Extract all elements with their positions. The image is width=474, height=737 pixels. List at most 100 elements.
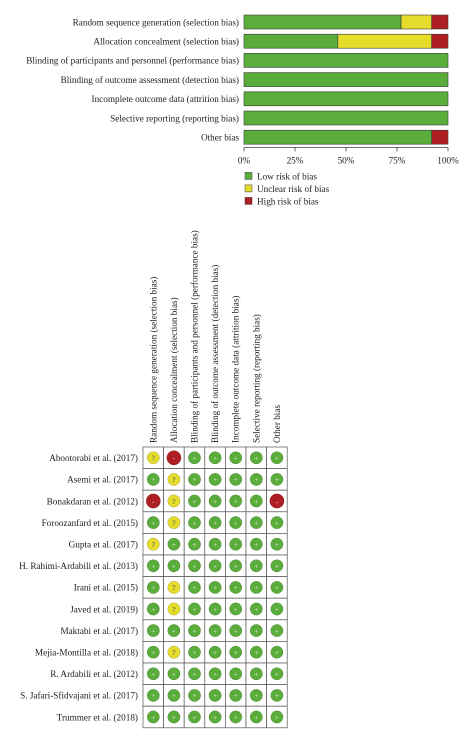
rating-circle (269, 493, 285, 509)
study-label: Irani et al. (2015) (74, 583, 138, 593)
rating-symbol: ? (152, 540, 156, 549)
rating-symbol: + (275, 713, 279, 722)
rating-symbol: + (254, 626, 258, 635)
rating-symbol: + (192, 605, 196, 614)
rating-symbol: + (151, 605, 155, 614)
rating-symbol: + (213, 540, 217, 549)
study-label: Mejia-Montilla et al. (2018) (35, 648, 138, 658)
rating-symbol: + (234, 540, 238, 549)
domain-label: Blinding of outcome assessment (detectio… (61, 75, 239, 85)
rating-symbol: + (275, 540, 279, 549)
rating-circle (188, 710, 201, 724)
rating-symbol: + (192, 713, 196, 722)
rating-circle (146, 516, 160, 530)
rating-circle (146, 688, 160, 702)
rating-circle (229, 624, 243, 638)
rating-circle (229, 580, 243, 594)
study-label: Maktabi et al. (2017) (60, 626, 138, 636)
bar-segment (400, 14, 432, 30)
bar-segment (431, 14, 449, 30)
rating-circle (188, 667, 201, 681)
x-tick-label: 75% (389, 155, 406, 165)
column-header: Selective reporting (reporting bias) (251, 314, 261, 443)
rating-symbol: + (275, 475, 279, 484)
rating-circle (270, 472, 284, 486)
rating-symbol: + (151, 475, 155, 484)
rating-circle (249, 688, 263, 702)
rating-circle (229, 537, 243, 551)
rating-circle (188, 645, 201, 659)
domain-label: Incomplete outcome data (attrition bias) (92, 94, 239, 104)
rating-symbol: ? (172, 497, 176, 506)
rating-symbol: ? (172, 583, 176, 592)
rating-circle (146, 602, 160, 616)
rating-symbol: ? (172, 648, 176, 657)
rating-circle (167, 494, 181, 508)
rating-circle (146, 472, 160, 486)
rating-symbol: - (173, 454, 176, 463)
rating-symbol: + (275, 648, 279, 657)
x-tick-label: 0% (238, 155, 251, 165)
rating-symbol: + (172, 691, 176, 700)
rating-circle (270, 688, 284, 702)
x-axis: 0% 25% 50% 75% 100% (238, 146, 459, 165)
x-tick-label: 100% (437, 155, 459, 165)
rating-symbol: + (275, 562, 279, 571)
bar-segment (243, 129, 432, 145)
legend: Low risk of bias Unclear risk of bias High… (244, 171, 330, 206)
legend-label: High risk of bias (257, 196, 319, 206)
rating-symbol: + (172, 626, 176, 635)
rating-symbol: + (234, 691, 238, 700)
rating-circle (249, 710, 263, 724)
rating-circle (188, 451, 201, 465)
rating-symbol: + (275, 518, 279, 527)
rating-circle (249, 645, 263, 659)
rating-symbol: + (234, 497, 238, 506)
rating-symbol: + (151, 562, 155, 571)
rating-symbol: + (192, 475, 196, 484)
domain-label: Selective reporting (reporting bias) (110, 113, 239, 123)
rating-circle (188, 688, 201, 702)
rating-symbol: + (213, 713, 217, 722)
rating-circle (229, 494, 243, 508)
rating-symbol: + (234, 713, 238, 722)
rating-circle (166, 450, 182, 466)
rating-circle (188, 559, 201, 573)
rating-symbol: + (254, 670, 258, 679)
rating-symbol: + (234, 583, 238, 592)
rating-circle (229, 602, 243, 616)
rating-circle (208, 645, 222, 659)
rating-symbol: + (213, 518, 217, 527)
x-tick-label: 50% (338, 155, 355, 165)
study-label: S. Jafari-Sfidvajani et al. (2017) (20, 691, 138, 701)
rating-circle (229, 516, 243, 530)
rating-circle (229, 688, 243, 702)
rating-symbol: + (213, 648, 217, 657)
bar-segment (243, 33, 339, 49)
rating-circle (249, 494, 263, 508)
rating-circle (146, 559, 160, 573)
rating-circle (229, 559, 243, 573)
rating-symbol: + (254, 605, 258, 614)
rating-symbol: + (151, 583, 155, 592)
rating-circle (270, 710, 284, 724)
rating-symbol: + (192, 670, 196, 679)
study-label: Javed et al. (2019) (70, 604, 138, 614)
rating-symbol: + (213, 475, 217, 484)
rating-circle (229, 710, 243, 724)
rating-circle (188, 472, 201, 486)
study-label: Foroozanfard et al. (2015) (42, 518, 138, 528)
rating-circle (249, 472, 263, 486)
bar-segment (337, 33, 432, 49)
rating-circle (167, 710, 181, 724)
rating-circle (167, 472, 181, 486)
rating-symbol: + (192, 454, 196, 463)
rating-symbol: + (234, 605, 238, 614)
rating-circle (208, 516, 222, 530)
rating-symbol: + (234, 648, 238, 657)
rating-symbol: + (151, 518, 155, 527)
bar-segment (431, 33, 449, 49)
rating-circle (249, 624, 263, 638)
rating-symbol: + (172, 670, 176, 679)
legend-swatch (244, 184, 253, 193)
